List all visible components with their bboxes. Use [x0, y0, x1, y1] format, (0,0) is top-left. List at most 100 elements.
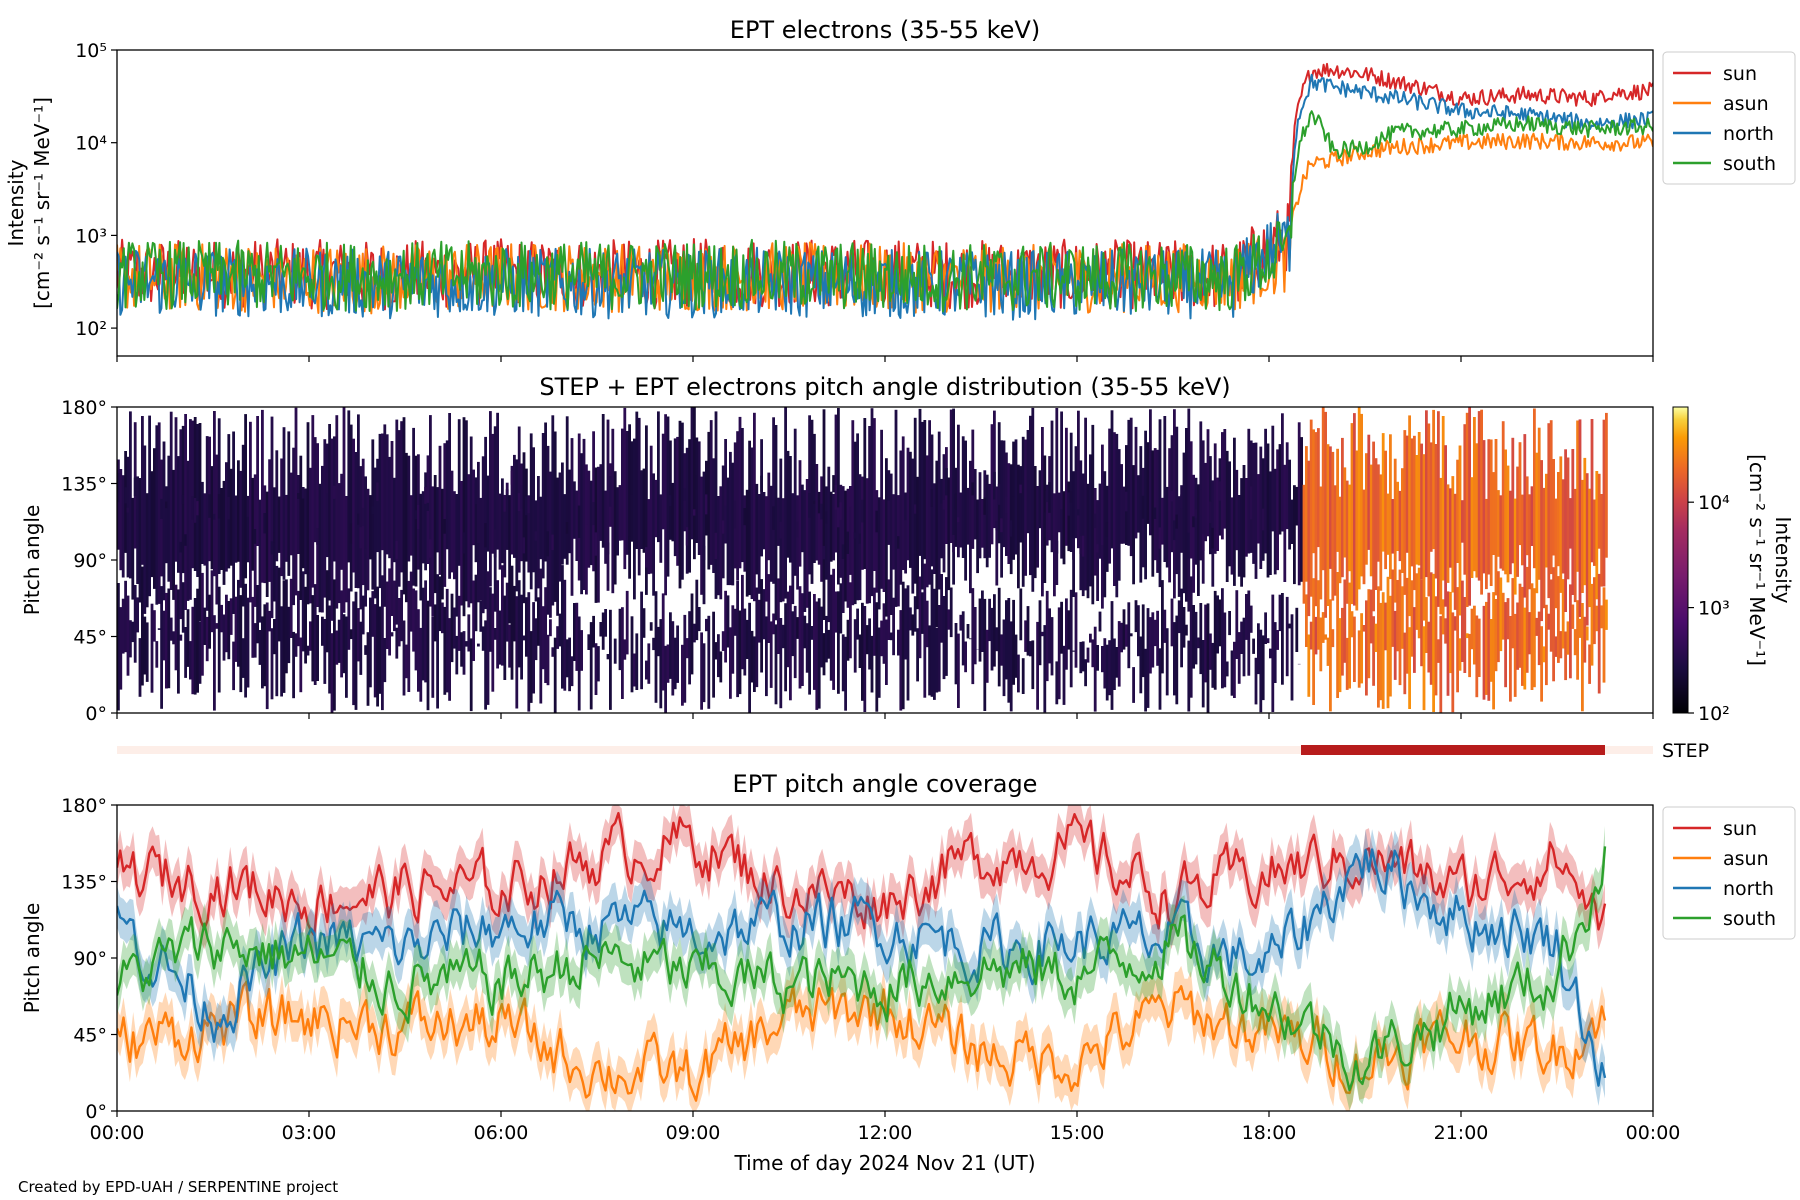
pad-cell	[371, 591, 375, 637]
pad-cell	[405, 452, 408, 603]
pad-cell	[253, 623, 257, 658]
pad-cell	[1525, 566, 1529, 673]
pad-cell	[863, 418, 867, 569]
pad-cell	[179, 634, 183, 641]
pad-cell	[961, 436, 965, 558]
pad-cell	[1201, 440, 1205, 584]
pad-cell	[969, 638, 972, 640]
pad-cell	[124, 487, 127, 504]
pad-cell	[978, 472, 982, 559]
pad-cell	[390, 441, 394, 616]
pad-cell	[165, 501, 168, 509]
pad-cell	[889, 632, 893, 641]
pad-cell	[837, 408, 840, 585]
pad-cell	[354, 591, 358, 710]
pad-cell	[189, 641, 192, 680]
pad-cell	[700, 476, 703, 595]
pad-cell	[671, 482, 675, 542]
pad-cell	[817, 499, 821, 565]
pad-cell	[1057, 492, 1061, 533]
pad-cell	[810, 626, 814, 640]
pad-cell	[1005, 496, 1008, 514]
pad-cell	[829, 491, 833, 562]
pad-cell	[582, 438, 586, 590]
pad-cell	[1151, 612, 1155, 668]
pad-cell	[755, 587, 759, 688]
pad-cell	[309, 467, 312, 604]
pitch-angle-distribution-panel: STEP + EPT electrons pitch angle distrib…	[20, 373, 1795, 725]
pad-cell	[436, 487, 439, 553]
pad-cell	[714, 642, 718, 660]
pad-cell	[366, 632, 370, 706]
pad-cell	[1499, 577, 1503, 652]
pad-cell	[1067, 610, 1071, 650]
pad-cell	[969, 460, 972, 594]
pad-cell	[477, 461, 480, 603]
pad-cell	[873, 587, 876, 656]
pad-cell	[1233, 641, 1236, 698]
coverage-x-tick-label: 09:00	[666, 1122, 721, 1144]
pad-cell	[1221, 432, 1224, 540]
pad-cell	[1341, 607, 1344, 676]
pad-cell	[623, 407, 627, 570]
pad-cell	[897, 629, 900, 656]
pad-cell	[443, 443, 447, 587]
step-coverage-background	[117, 746, 1653, 754]
coverage-x-tick-label: 15:00	[1050, 1122, 1105, 1144]
pad-cell	[160, 498, 163, 519]
pad-cell	[1067, 481, 1071, 552]
pad-cell	[551, 647, 555, 657]
pad-cell	[928, 420, 931, 585]
pad-cell	[301, 487, 305, 499]
pad-cell	[949, 409, 953, 543]
pad-cell	[352, 438, 355, 573]
pad-cell	[1413, 607, 1416, 673]
pad-cell	[690, 407, 694, 540]
pad-cell	[657, 626, 660, 657]
pad-cell	[119, 607, 123, 690]
pad-cell	[1432, 409, 1435, 550]
pad-cell	[460, 632, 463, 667]
pad-cell	[649, 445, 653, 574]
pad-cell	[1021, 658, 1025, 694]
pad-cell	[1228, 461, 1231, 567]
pad-cell	[1561, 479, 1565, 574]
pad-cell	[1605, 599, 1608, 630]
pad-cell	[652, 637, 655, 651]
pad-cell	[328, 605, 331, 694]
pad-cell	[318, 483, 322, 613]
pad-cell	[1581, 603, 1584, 712]
pad-cell	[270, 628, 274, 700]
pad-cell	[1331, 451, 1335, 601]
pad-cell	[474, 483, 478, 563]
pad-cell	[119, 469, 123, 571]
pad-cell	[417, 505, 420, 530]
pad-cell	[1415, 573, 1419, 630]
pad-cell	[769, 621, 773, 688]
pad-cell	[935, 627, 939, 693]
pad-cell	[385, 434, 389, 555]
pad-cell	[1533, 588, 1536, 688]
pad-cell	[822, 545, 826, 560]
pad-cell	[659, 619, 663, 709]
pad-cell	[1473, 605, 1476, 665]
pad-cell	[947, 477, 951, 591]
pad-cell	[251, 477, 255, 571]
pad-cell	[774, 624, 778, 705]
pad-cell	[1295, 486, 1299, 526]
pad-cell	[1305, 446, 1308, 582]
pad-cell	[817, 491, 821, 514]
pad-y-label: Pitch angle	[20, 505, 44, 616]
intensity-y-label-line2: [cm⁻² s⁻¹ sr⁻¹ MeV⁻¹]	[30, 97, 54, 309]
pad-cell	[1300, 437, 1303, 582]
pad-cell	[165, 592, 168, 689]
pad-cell	[1420, 579, 1423, 667]
pad-cell	[1535, 452, 1539, 594]
pad-cell	[1307, 634, 1311, 697]
pad-cell	[126, 507, 130, 513]
pad-cell	[1225, 450, 1229, 582]
pad-cell	[1597, 573, 1601, 694]
pad-cell	[1211, 642, 1215, 688]
pad-cell	[885, 619, 888, 685]
pad-y-tick-label: 135°	[61, 474, 107, 496]
